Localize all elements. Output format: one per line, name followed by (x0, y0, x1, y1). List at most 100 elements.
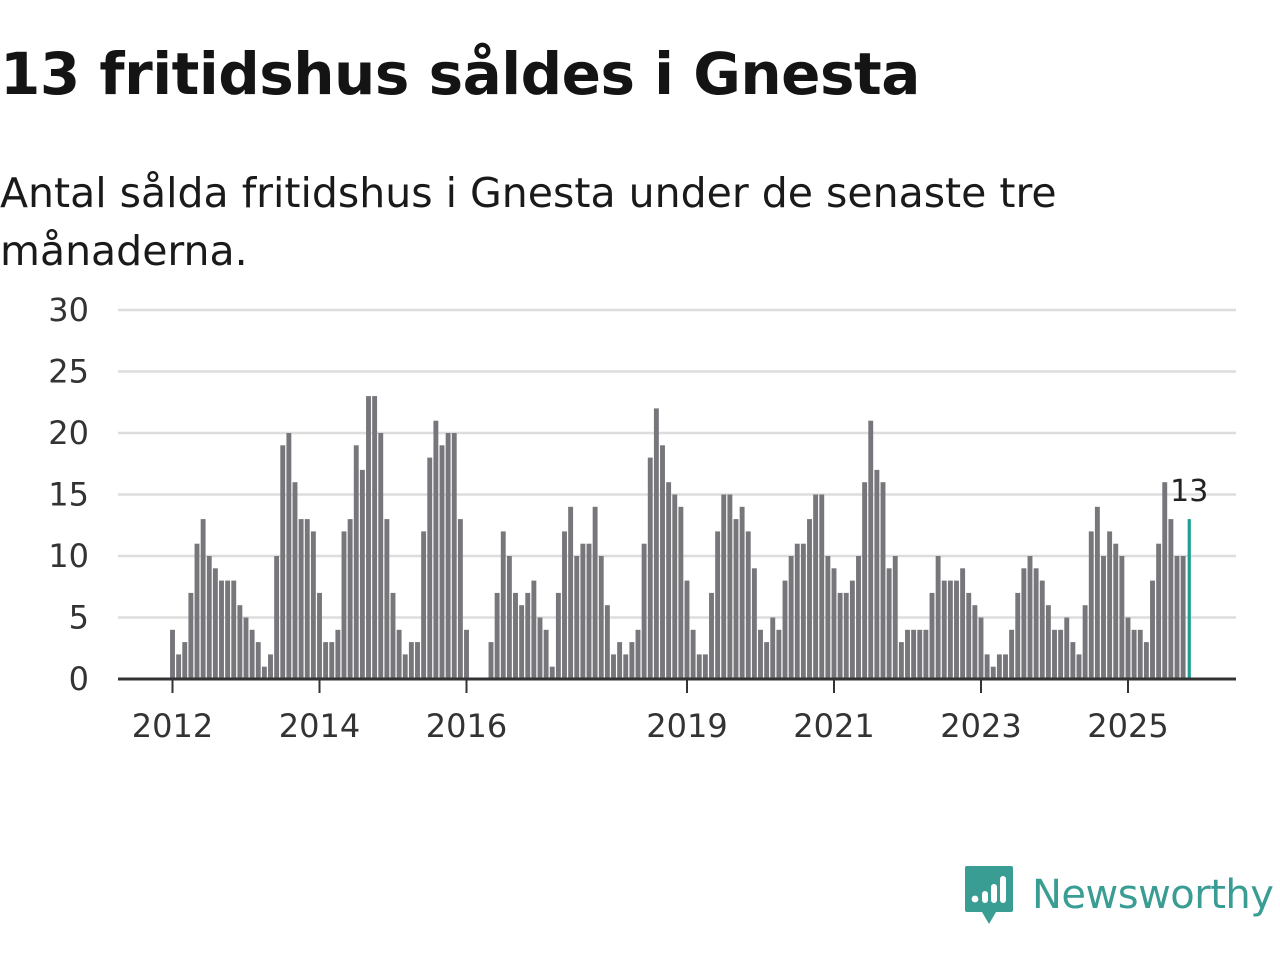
bar (751, 568, 757, 679)
bar (451, 433, 457, 679)
bar (843, 592, 849, 679)
bar (898, 642, 904, 679)
bar (800, 543, 806, 679)
bar (261, 666, 267, 679)
brand-name: Newsworthy (1032, 872, 1274, 918)
bar (788, 556, 794, 679)
bar (1162, 482, 1168, 679)
x-tick-label: 2012 (132, 707, 213, 745)
bar (880, 482, 886, 679)
bar (543, 629, 549, 679)
bar (758, 629, 763, 679)
bar (727, 494, 733, 679)
bar (280, 445, 286, 679)
bar (1039, 580, 1045, 679)
bar (635, 629, 641, 679)
bar (243, 617, 249, 679)
bar (1033, 568, 1039, 679)
bar (500, 531, 506, 679)
bar (1064, 617, 1070, 679)
bar (506, 556, 512, 679)
bar (366, 396, 371, 679)
bar (225, 580, 231, 679)
bar (1180, 556, 1186, 679)
y-tick-label: 0 (69, 660, 89, 698)
bar (966, 592, 972, 679)
chart-title: 13 fritidshus såldes i Gnesta (0, 40, 920, 108)
y-tick-label: 20 (48, 414, 89, 452)
bar (237, 605, 243, 679)
bar (709, 592, 714, 679)
bar (592, 506, 598, 679)
bar (329, 642, 335, 679)
bar (390, 592, 396, 679)
bar (457, 519, 463, 679)
bar (947, 580, 953, 679)
bar (745, 531, 751, 679)
bar (954, 580, 959, 679)
bar (886, 568, 892, 679)
bar (347, 519, 353, 679)
bar (268, 654, 273, 679)
y-tick-label: 25 (48, 353, 89, 391)
bar (255, 642, 261, 679)
bar (402, 654, 408, 679)
bar (941, 580, 947, 679)
bar (286, 433, 292, 679)
bar (1113, 543, 1119, 679)
y-tick-label: 30 (48, 291, 89, 329)
bar (868, 420, 874, 679)
bar (1021, 568, 1027, 679)
bar (1058, 629, 1064, 679)
bar (1045, 605, 1051, 679)
bar (960, 568, 966, 679)
bar (641, 543, 647, 679)
bar (310, 531, 316, 679)
bar (678, 506, 684, 679)
bar (298, 519, 304, 679)
bar (660, 445, 665, 679)
bar (531, 580, 537, 679)
bar (568, 506, 574, 679)
newsworthy-logo-icon (965, 866, 1013, 924)
y-tick-label: 15 (48, 476, 89, 514)
bar (445, 433, 451, 679)
bar (996, 654, 1002, 679)
bar (1174, 556, 1180, 679)
bar (488, 642, 494, 679)
newsworthy-logo: Newsworthy (964, 864, 1274, 926)
bar (1131, 629, 1137, 679)
bar (1094, 506, 1100, 679)
bar (972, 605, 978, 679)
bar (562, 531, 567, 679)
bar (990, 666, 996, 679)
bar-highlight (1187, 519, 1191, 679)
bar (396, 629, 402, 679)
bar (721, 494, 727, 679)
y-tick-label: 10 (48, 537, 89, 575)
bar (1088, 531, 1094, 679)
bar (1015, 592, 1021, 679)
bar (359, 469, 365, 679)
bar (929, 592, 935, 679)
bar (335, 629, 341, 679)
bar (1052, 629, 1057, 679)
bar (764, 642, 770, 679)
bar (647, 457, 653, 679)
bar (672, 494, 678, 679)
bar (684, 580, 690, 679)
bar (849, 580, 855, 679)
bar (1119, 556, 1125, 679)
bar (831, 568, 837, 679)
bar (408, 642, 414, 679)
data-label-last: 13 (1170, 474, 1208, 509)
bar (574, 556, 580, 679)
bar (653, 408, 659, 679)
bar (935, 556, 941, 679)
bars (170, 396, 1191, 679)
bar (825, 556, 831, 679)
bar (519, 605, 525, 679)
bar (911, 629, 917, 679)
